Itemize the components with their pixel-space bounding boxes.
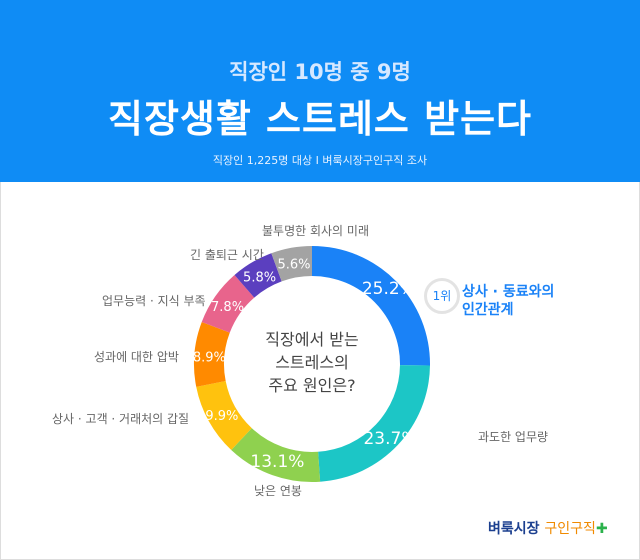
category-label: 낮은 연봉 (254, 484, 302, 498)
rank-badge: 1위 (424, 278, 460, 314)
value-label: 9.9% (205, 409, 238, 424)
title: 직장생활 스트레스 받는다 (107, 97, 533, 141)
donut-slice (194, 321, 230, 387)
value-label: 5.8% (243, 270, 276, 285)
logo-part: 구인구직 (544, 521, 596, 537)
donut-slice (271, 246, 312, 282)
category-label: 긴 출퇴근 시간 (190, 248, 264, 262)
header-banner: 직장인 10명 중 9명 직장생활 스트레스 받는다 직장인 1,225명 대상… (0, 0, 640, 182)
center-line: 스트레스의 (275, 353, 349, 372)
value-label: 7.8% (211, 300, 244, 315)
category-label: 성과에 대한 압박 (94, 350, 179, 364)
top-cause-line: 인간관계 (462, 302, 514, 318)
center-line: 직장에서 받는 (265, 330, 359, 349)
category-label: 불투명한 회사의 미래 (262, 224, 369, 238)
donut-slice (318, 365, 430, 482)
center-label: 직장에서 받는 스트레스의 주요 원인은? (232, 328, 392, 397)
category-label: 업무능력 · 지식 부족 (102, 294, 206, 308)
value-label: 25.2% (362, 279, 416, 299)
donut-slice (234, 253, 282, 298)
value-label: 5.6% (277, 258, 310, 273)
donut-slice (231, 428, 321, 482)
value-label: 8.9% (193, 350, 226, 365)
subtitle: 직장인 10명 중 9명 (229, 60, 411, 84)
center-line: 주요 원인은? (268, 376, 356, 395)
top-cause-line: 상사 · 동료와의 (462, 284, 555, 300)
logo: 벼룩시장 구인구직✚ (488, 521, 608, 537)
top-cause-label: 상사 · 동료와의 인간관계 (462, 283, 554, 319)
value-label: 23.7% (363, 429, 417, 449)
value-label: 13.1% (250, 452, 304, 472)
donut-slice (196, 381, 252, 451)
donut-slice (312, 246, 430, 366)
category-label: 상사 · 고객 · 거래처의 갑질 (52, 412, 190, 426)
source-note: 직장인 1,225명 대상 I 벼룩시장구인구직 조사 (212, 154, 428, 167)
category-label: 과도한 업무량 (478, 430, 549, 444)
donut-slice (201, 274, 255, 333)
logo-part: 벼룩시장 (488, 521, 540, 537)
